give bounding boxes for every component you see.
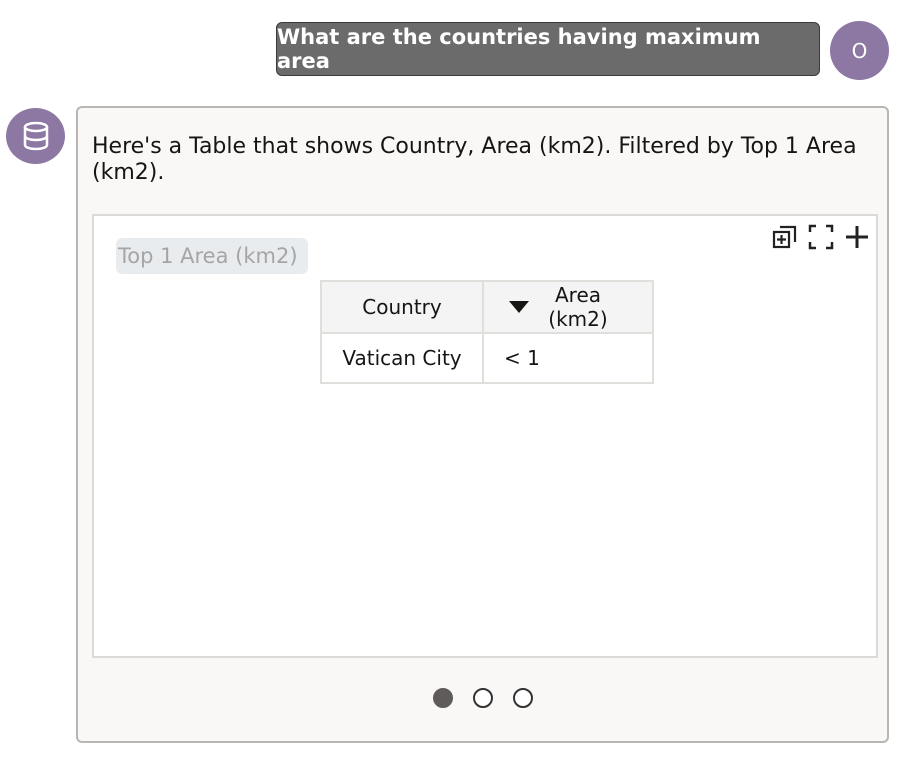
bot-message-text: Here's a Table that shows Country, Area … bbox=[92, 134, 857, 185]
database-icon bbox=[23, 121, 48, 151]
plus-icon[interactable] bbox=[844, 224, 870, 250]
pagination-dots bbox=[78, 688, 887, 708]
table-visualization-panel: Top 1 Area (km2) Country Area (km2) Vati… bbox=[92, 214, 878, 658]
column-header-country[interactable]: Country bbox=[320, 280, 484, 334]
sort-descending-icon[interactable] bbox=[509, 301, 529, 313]
page-dot-2[interactable] bbox=[472, 688, 493, 708]
bot-avatar bbox=[6, 108, 65, 164]
user-message-bubble: What are the countries having maximum ar… bbox=[276, 22, 820, 76]
filter-chip[interactable]: Top 1 Area (km2) bbox=[116, 238, 308, 274]
page-dot-1[interactable] bbox=[432, 688, 453, 708]
table-header-row: Country Area (km2) bbox=[320, 280, 654, 334]
cell-country: Vatican City bbox=[320, 332, 484, 384]
table-row: Vatican City < 1 bbox=[320, 332, 654, 384]
page-dot-3[interactable] bbox=[512, 688, 533, 708]
cell-area: < 1 bbox=[482, 332, 654, 384]
panel-toolbar bbox=[772, 224, 870, 250]
bot-response-card: Here's a Table that shows Country, Area … bbox=[76, 106, 889, 743]
column-header-area[interactable]: Area (km2) bbox=[482, 280, 654, 334]
expand-icon[interactable] bbox=[808, 224, 834, 250]
user-message-text: What are the countries having maximum ar… bbox=[277, 25, 761, 73]
add-to-canvas-icon[interactable] bbox=[772, 224, 798, 250]
data-table: Country Area (km2) Vatican City < 1 bbox=[320, 280, 654, 384]
user-avatar: O bbox=[830, 21, 889, 80]
